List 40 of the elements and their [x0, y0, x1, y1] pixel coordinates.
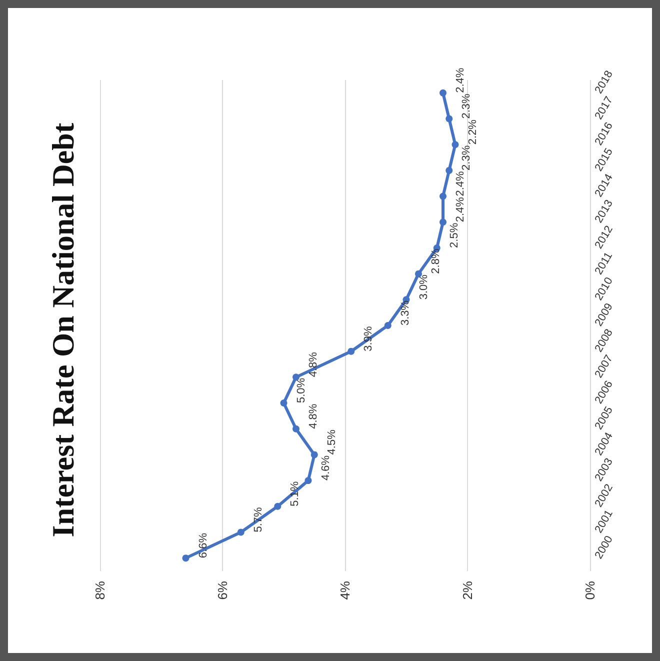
point	[440, 89, 446, 96]
data-label: 5.0%	[295, 378, 308, 404]
data-label: 4.6%	[320, 455, 332, 481]
point	[440, 218, 446, 226]
data-label: 2.2%	[466, 119, 479, 145]
data-label: 2.3%	[460, 93, 473, 119]
x-tick-label: 8%	[92, 580, 108, 600]
x-tick-label: 4%	[338, 580, 352, 600]
point	[274, 502, 282, 510]
data-label: 4.5%	[326, 429, 338, 455]
x-tick-label: 2%	[460, 580, 475, 600]
point	[280, 400, 288, 407]
point	[384, 322, 392, 329]
x-tick-label: 6%	[215, 580, 230, 600]
data-label: 2.8%	[430, 248, 442, 274]
data-label: 5.7%	[252, 506, 264, 532]
point	[348, 348, 355, 355]
data-label: 2.4%	[454, 171, 466, 196]
data-label: 5.1%	[289, 481, 302, 506]
data-label: 3.9%	[362, 326, 375, 352]
point	[446, 166, 453, 174]
point	[182, 554, 190, 562]
point	[452, 141, 459, 148]
point	[237, 528, 244, 536]
point	[292, 425, 300, 432]
text: Interest Rate On National Debt	[46, 122, 80, 538]
data-label: 4.8%	[308, 404, 320, 429]
data-label: 3.0%	[418, 274, 430, 300]
data-label: 2.4%	[454, 196, 466, 222]
data-label: 4.8%	[308, 352, 320, 378]
data-label: 2.4%	[454, 68, 466, 93]
point	[310, 451, 318, 458]
data-label: 6.6%	[197, 532, 210, 558]
point	[446, 115, 453, 122]
data-label: 2.5%	[448, 222, 460, 248]
point	[440, 192, 446, 200]
data-label: 2.3%	[460, 145, 473, 170]
point	[304, 477, 312, 484]
data-label: 3.3%	[399, 300, 412, 326]
x-tick-label: 0%	[582, 580, 598, 600]
